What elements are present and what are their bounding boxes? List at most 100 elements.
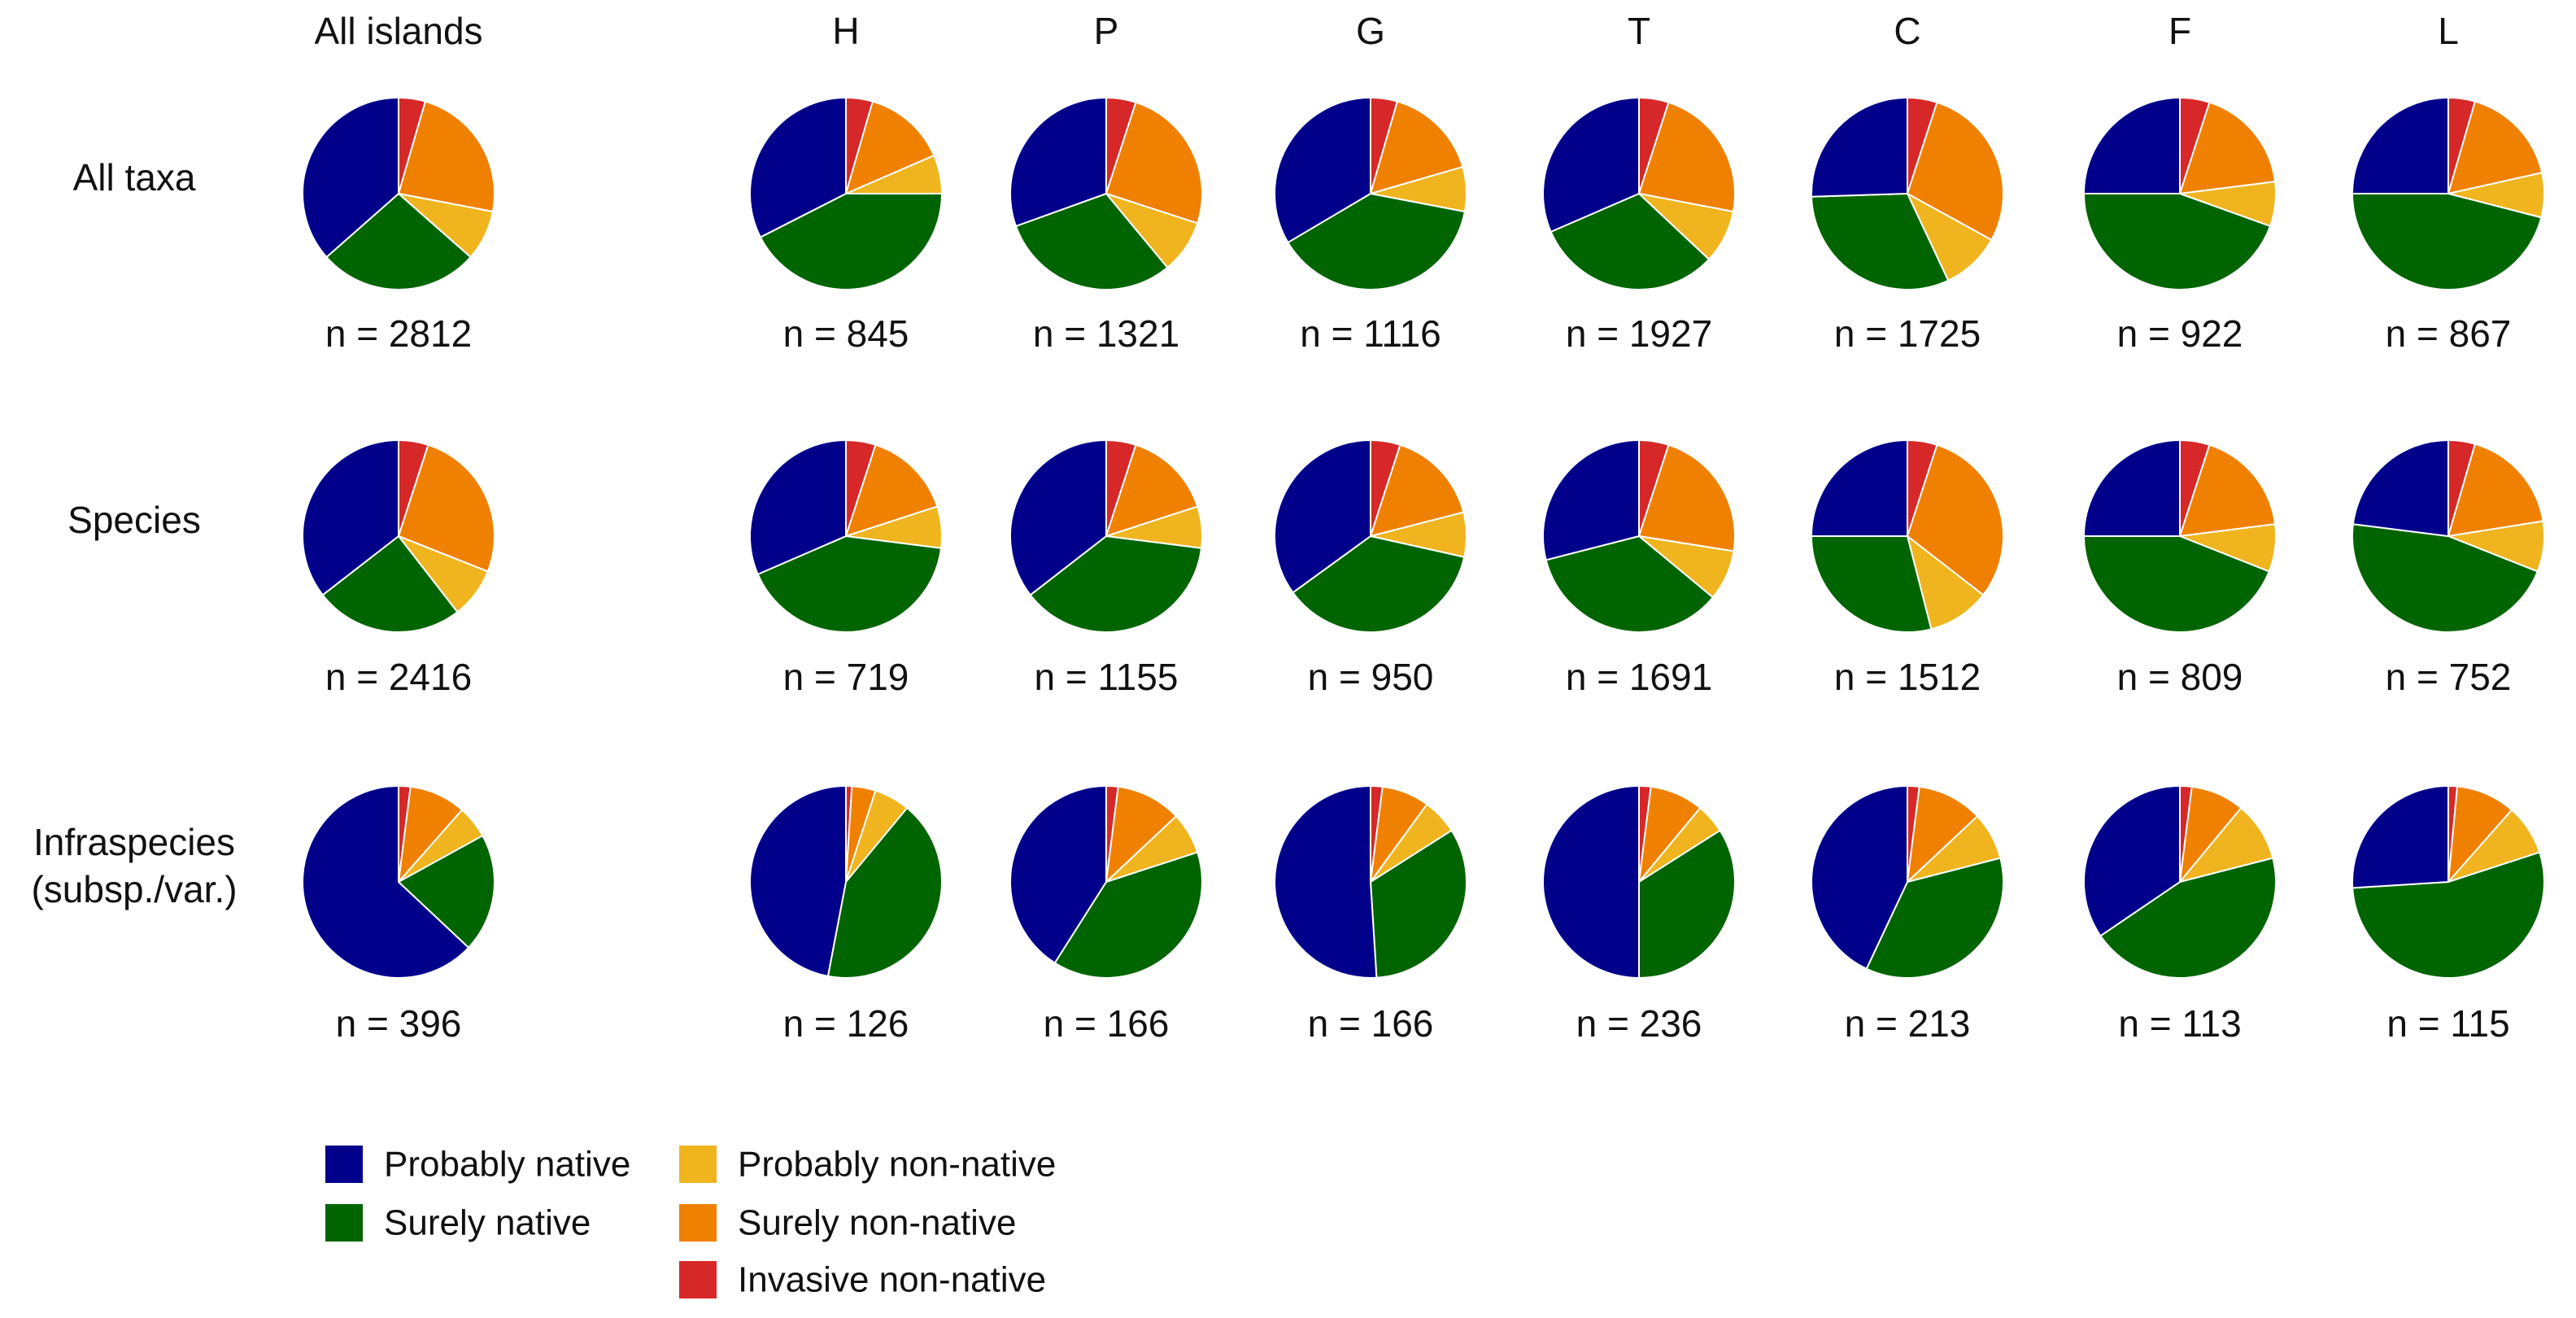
sample-size-label: n = 115	[2386, 1002, 2509, 1045]
pie-slice-surely-native	[1029, 535, 1203, 633]
pie-slice-probably-native	[1811, 785, 1908, 970]
sample-size-label: n = 922	[2117, 312, 2243, 355]
legend-swatch	[679, 1261, 717, 1298]
pie-slice-surely-non-native	[1105, 785, 1178, 883]
pie-slice-surely-native	[756, 535, 943, 633]
sample-size-label: n = 213	[1845, 1002, 1971, 1045]
sample-size-label: n = 1116	[1300, 312, 1441, 355]
pie-slice-probably-native	[1009, 97, 1107, 227]
pie-slice-surely-non-native	[1105, 101, 1203, 225]
pie-slice-surely-non-native	[1907, 101, 2004, 241]
pie-slice-probably-native	[749, 785, 847, 977]
legend-label: Probably native	[384, 1145, 630, 1185]
legend-label: Probably non-native	[738, 1145, 1056, 1185]
legend-swatch	[325, 1204, 363, 1242]
pie-slice-surely-native	[321, 535, 459, 633]
pie-slice-surely-native	[2083, 193, 2272, 290]
column-header: P	[1094, 10, 1119, 52]
column-header: G	[1356, 10, 1385, 52]
sample-size-label: n = 2812	[325, 312, 472, 355]
pie-slice-surely-non-native	[1370, 443, 1465, 537]
sample-size-label: n = 719	[783, 656, 909, 698]
pie-slice-probably-native	[749, 97, 847, 238]
pie-slice-surely-non-native	[1370, 100, 1464, 194]
pie-slice-probably-native	[302, 785, 470, 979]
pie-slice-surely-native	[2083, 535, 2270, 633]
pie-slice-surely-non-native	[845, 100, 935, 194]
pie-slice-surely-non-native	[1638, 443, 1736, 552]
pie-slice-probably-native	[302, 439, 399, 596]
pie-slice-probably-native	[2352, 439, 2449, 537]
pie-slice-surely-non-native	[2179, 443, 2277, 537]
pie-slice-surely-native	[2099, 857, 2277, 980]
sample-size-label: n = 1321	[1033, 312, 1179, 355]
pie-slice-surely-native	[1865, 857, 2004, 979]
legend-label: Surely non-native	[738, 1203, 1016, 1243]
row-label: (subsp./var.)	[31, 868, 237, 910]
pie-slice-surely-native	[826, 807, 943, 979]
row-label: Infraspecies	[33, 821, 235, 863]
pie-slice-surely-native	[2352, 851, 2545, 980]
column-header: C	[1894, 10, 1920, 52]
sample-size-label: n = 166	[1044, 1002, 1170, 1045]
pie-slice-surely-non-native	[398, 100, 495, 213]
pie-slice-probably-native	[1542, 785, 1640, 979]
pie-slice-surely-native	[325, 193, 472, 290]
pie-slice-probably-native	[1542, 97, 1640, 233]
sample-size-label: n = 950	[1308, 656, 1434, 698]
pie-slice-surely-non-native	[1907, 443, 2004, 596]
sample-size-label: n = 867	[2386, 312, 2512, 355]
sample-size-label: n = 1725	[1834, 312, 1981, 355]
legend-label: Invasive non-native	[738, 1260, 1046, 1300]
column-header: T	[1628, 10, 1650, 52]
sample-size-label: n = 1155	[1035, 656, 1179, 698]
pie-slice-surely-non-native	[2179, 101, 2277, 194]
sample-size-label: n = 126	[783, 1002, 909, 1045]
sample-size-label: n = 236	[1576, 1002, 1702, 1045]
pie-slice-surely-native	[1545, 535, 1714, 633]
pie-slice-probably-native	[2083, 97, 2181, 194]
pie-slice-surely-native	[1550, 193, 1711, 290]
legend-swatch	[679, 1146, 717, 1183]
sample-size-label: n = 845	[783, 312, 909, 355]
pie-slice-probably-native	[1009, 785, 1107, 964]
pie-slice-surely-non-native	[1638, 101, 1736, 213]
pie-slice-surely-native	[1811, 193, 1950, 290]
pie-slice-probably-non-native	[1907, 193, 1993, 281]
pie-slice-surely-native	[1014, 193, 1169, 290]
column-header: H	[832, 10, 859, 52]
sample-size-label: n = 752	[2386, 656, 2512, 698]
pie-slice-surely-native	[1370, 829, 1467, 979]
pie-slice-surely-native	[2352, 523, 2539, 633]
pie-slice-probably-native	[2352, 785, 2449, 889]
pie-slice-surely-native	[2352, 193, 2543, 290]
pie-slice-probably-native	[1542, 439, 1640, 561]
legend-label: Surely native	[384, 1203, 591, 1243]
sample-size-label: n = 2416	[325, 656, 472, 698]
pie-slice-probably-native	[302, 97, 399, 259]
pie-slice-probably-native	[2352, 97, 2449, 194]
pie-slice-probably-non-native	[1907, 535, 1985, 631]
sample-size-label: n = 1927	[1566, 312, 1712, 355]
pie-slice-surely-non-native	[2447, 443, 2544, 537]
sample-size-label: n = 166	[1308, 1002, 1434, 1045]
pie-slice-surely-native	[1053, 851, 1203, 979]
sample-size-label: n = 396	[336, 1002, 462, 1045]
sample-size-label: n = 1512	[1834, 656, 1981, 698]
pie-slice-surely-non-native	[2447, 100, 2543, 194]
pie-slice-surely-non-native	[1907, 785, 1979, 883]
legend-swatch	[679, 1204, 717, 1242]
column-header: F	[2168, 10, 2191, 52]
pie-slice-surely-native	[1292, 535, 1466, 633]
pie-slice-probably-native	[749, 439, 847, 575]
pie-slice-probably-native	[1811, 439, 1908, 537]
pie-slice-surely-non-native	[2447, 785, 2513, 883]
pie-slice-probably-native	[2083, 439, 2181, 537]
column-header: All islands	[314, 10, 482, 52]
pie-slice-probably-native	[1009, 439, 1107, 596]
pie-slice-probably-native	[1273, 97, 1371, 244]
legend-swatch	[325, 1146, 363, 1183]
pie-slice-surely-non-native	[398, 443, 495, 573]
row-label: All taxa	[73, 156, 196, 199]
